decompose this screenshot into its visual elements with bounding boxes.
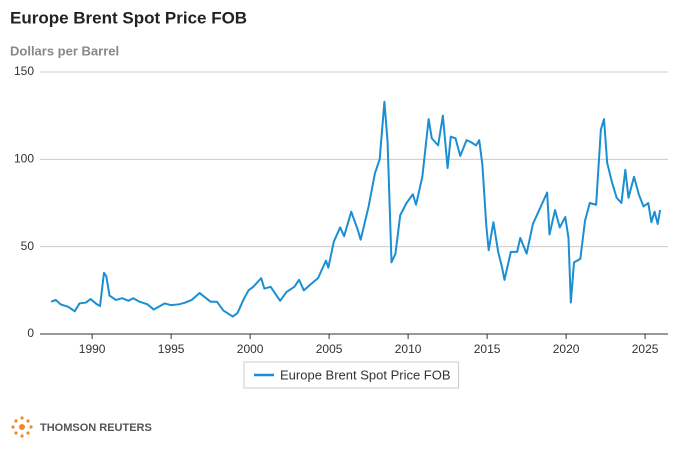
y-tick-label: 150 (14, 64, 34, 78)
y-tick-label: 0 (27, 326, 34, 340)
x-tick-label: 2000 (237, 342, 264, 356)
chart-title: Europe Brent Spot Price FOB (10, 8, 247, 27)
x-tick-label: 2005 (316, 342, 343, 356)
x-tick-label: 1990 (79, 342, 106, 356)
x-tick-label: 2020 (553, 342, 580, 356)
footer-logo-text: THOMSON REUTERS (40, 422, 152, 434)
legend-box (243, 361, 460, 389)
x-tick-label: 2010 (395, 342, 422, 356)
y-tick-label: 100 (14, 152, 34, 166)
series-line (50, 100, 662, 318)
x-tick-label: 2015 (474, 342, 501, 356)
x-tick-label: 1995 (158, 342, 185, 356)
x-tick-label: 2025 (632, 342, 659, 356)
chart-subtitle: Dollars per Barrel (10, 43, 119, 58)
logo (11, 416, 33, 438)
legend-label: Europe Brent Spot Price FOB (280, 367, 451, 382)
y-tick-label: 50 (21, 239, 35, 253)
